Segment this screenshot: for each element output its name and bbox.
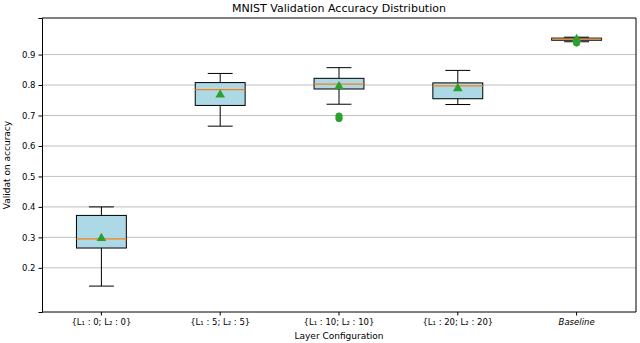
outlier [336, 115, 342, 121]
y-tick-mark [39, 85, 43, 86]
grid-line [42, 206, 636, 207]
chart: 0.2 0.3 0.4 0.5 0.6 0.7 0.8 0.9 {L₁ : 0; L₂ : 0}… [0, 0, 640, 343]
mean [453, 83, 463, 91]
lower-cap [89, 286, 114, 287]
upper-whisker [339, 68, 340, 79]
y-tick: 0.8 [22, 80, 42, 90]
box-group [195, 73, 245, 126]
lower-cap [445, 104, 470, 105]
x-tick: {L₁ : 20; L₂ : 20} [422, 312, 493, 327]
y-tick: 0.9 [22, 50, 42, 60]
y-tick-label: 0.5 [22, 172, 36, 182]
lower-cap [208, 126, 233, 127]
grid [42, 55, 636, 268]
y-axis-title: Validat on accuracy [2, 120, 12, 209]
title: MNIST Validation Accuracy Distribution [232, 2, 446, 15]
y-tick: 0.2 [22, 263, 42, 273]
y-tick-mark [39, 268, 43, 269]
outlier [573, 40, 579, 46]
box [314, 78, 364, 89]
lower-whisker [339, 89, 340, 104]
mean [215, 89, 225, 97]
lower-whisker [220, 105, 221, 126]
x-tick-mark [457, 312, 458, 316]
box [195, 83, 245, 106]
upper-whisker [101, 207, 102, 216]
y-tick: 0.4 [22, 202, 42, 212]
grid-line [42, 176, 636, 177]
x-tick-label: {L₁ : 20; L₂ : 20} [422, 317, 493, 327]
y-tick-label: 0.2 [22, 263, 36, 273]
y-axis: 0.2 0.3 0.4 0.5 0.6 0.7 0.8 0.9 [22, 19, 43, 313]
lower-whisker [457, 99, 458, 105]
upper-cap [445, 70, 470, 71]
upper-whisker [220, 73, 221, 82]
y-tick-label: 0.8 [22, 80, 36, 90]
grid-line [42, 237, 636, 238]
grid-line [42, 145, 636, 146]
y-tick-label: 0.6 [22, 141, 36, 151]
y-tick-mark [39, 237, 43, 238]
grid-line [42, 54, 636, 55]
y-tick-mark [39, 55, 43, 56]
x-tick-mark [220, 312, 221, 316]
lower-cap [327, 104, 352, 105]
x-tick-label: {L₁ : 10; L₂ : 10} [304, 317, 375, 327]
x-tick-label: Baseline [559, 317, 595, 327]
y-tick: 0.7 [22, 111, 42, 121]
upper-cap [327, 67, 352, 68]
x-tick-mark [576, 312, 577, 316]
y-tick-label: 0.9 [22, 50, 36, 60]
upper-whisker [457, 70, 458, 82]
x-tick: {L₁ : 0; L₂ : 0} [71, 312, 131, 327]
upper-cap [89, 206, 114, 207]
box-group [552, 34, 602, 46]
x-tick: {L₁ : 5; L₂ : 5} [190, 312, 250, 327]
x-axis-title: Layer Configuration [295, 331, 384, 341]
frame [42, 18, 636, 312]
y-tick: 0.5 [22, 172, 42, 182]
y-tick-mark [39, 115, 43, 116]
y-tick: 0.3 [22, 233, 42, 243]
y-axis-line [39, 19, 43, 313]
box-group [76, 207, 126, 286]
box [433, 83, 483, 99]
mean [97, 233, 107, 241]
y-tick-label: 0.7 [22, 111, 36, 121]
mean [334, 81, 344, 89]
x-tick-mark [101, 312, 102, 316]
spine-top [42, 18, 636, 19]
spine-right [636, 18, 637, 312]
y-tick-mark [39, 207, 43, 208]
box-group [433, 70, 483, 104]
x-tick-mark [339, 312, 340, 316]
lower-whisker [101, 248, 102, 286]
x-tick-label: {L₁ : 0; L₂ : 0} [71, 317, 131, 327]
y-tick-mark [39, 146, 43, 147]
upper-cap [208, 73, 233, 74]
box-group [314, 68, 364, 122]
y-tick: 0.6 [22, 141, 42, 151]
box [76, 215, 126, 248]
y-tick-mark [39, 176, 43, 177]
y-tick-label: 0.4 [22, 202, 36, 212]
x-axis: {L₁ : 0; L₂ : 0} {L₁ : 5; L₂ : 5} {L₁ : 10… [42, 312, 636, 327]
y-tick-label: 0.3 [22, 233, 36, 243]
x-tick: Baseline [559, 312, 595, 327]
x-tick-label: {L₁ : 5; L₂ : 5} [190, 317, 250, 327]
boxes [76, 34, 601, 286]
x-tick: {L₁ : 10; L₂ : 10} [304, 312, 375, 327]
grid-line [42, 267, 636, 268]
